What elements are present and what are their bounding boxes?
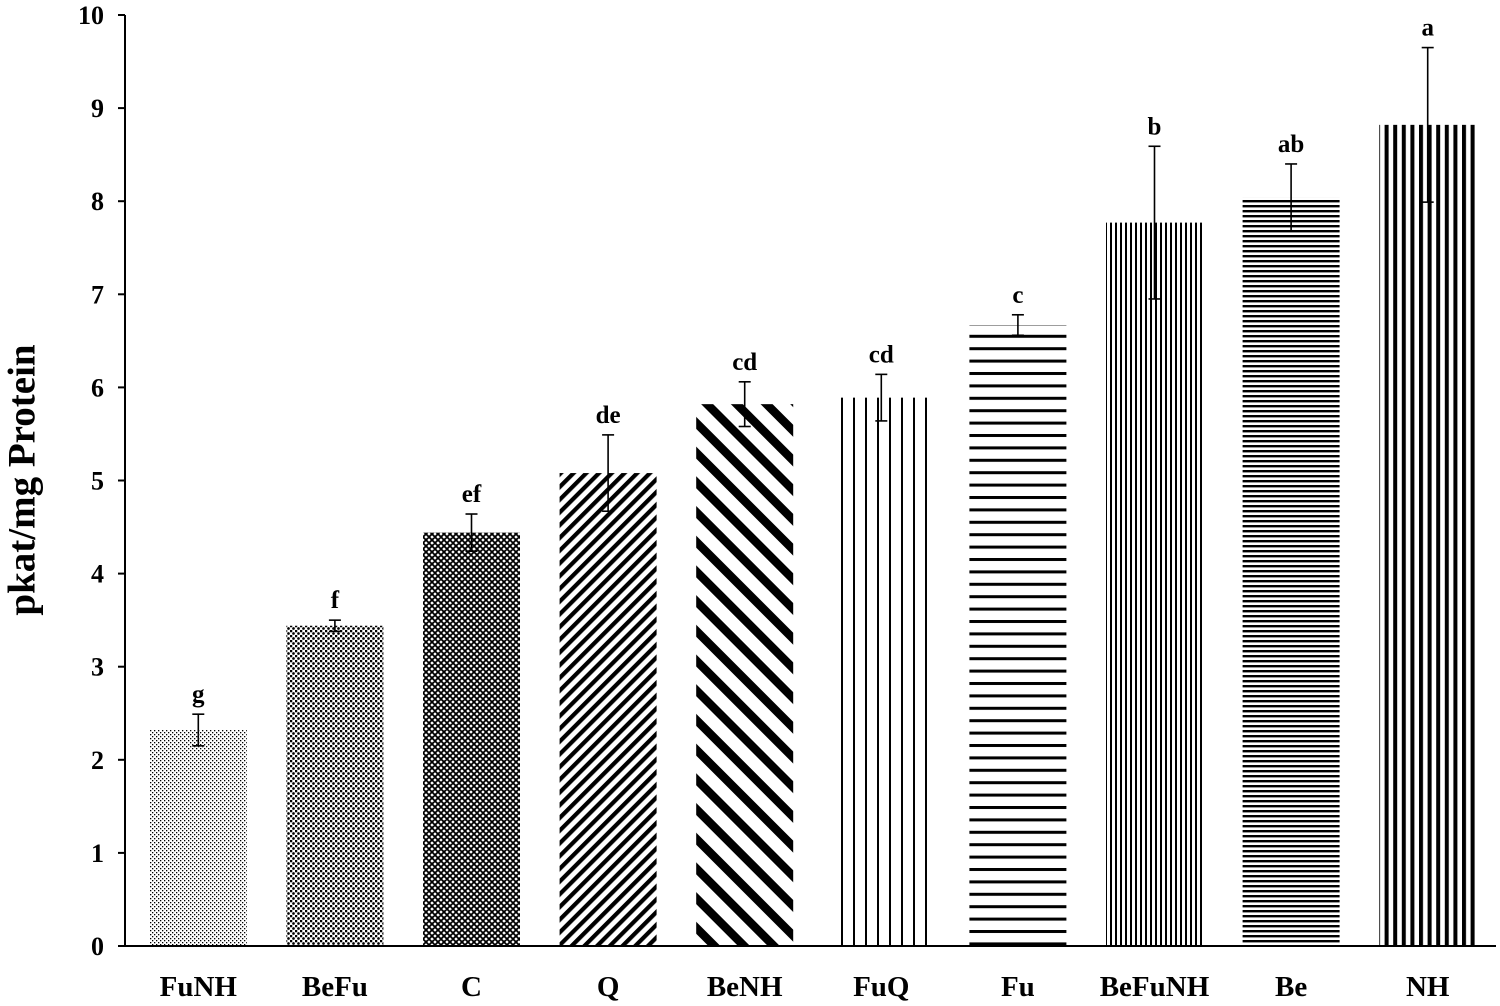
error-bar-be bbox=[1285, 163, 1298, 232]
bar-c bbox=[423, 532, 520, 946]
y-tick-label: 2 bbox=[91, 746, 104, 775]
error-bar-funh bbox=[192, 713, 205, 747]
bar-befunh bbox=[1106, 222, 1203, 946]
bar-q bbox=[559, 473, 657, 946]
error-bar-nh bbox=[1421, 46, 1434, 203]
y-tick-label: 4 bbox=[91, 560, 104, 589]
significance-letter-q: de bbox=[596, 402, 621, 429]
x-tick-label-fuq: FuQ bbox=[853, 971, 909, 1003]
error-bar-fu bbox=[1011, 313, 1024, 337]
bar-benh bbox=[696, 404, 794, 947]
x-tick-label-befu: BeFu bbox=[302, 971, 368, 1003]
significance-letter-be: ab bbox=[1278, 131, 1304, 158]
x-tick-label-fu: Fu bbox=[1001, 971, 1035, 1003]
bar-nh bbox=[1379, 124, 1477, 946]
bar-fuq bbox=[832, 397, 930, 946]
significance-letter-c: ef bbox=[462, 481, 482, 508]
error-bar-befu bbox=[328, 619, 341, 633]
x-tick-label-benh: BeNH bbox=[707, 971, 783, 1003]
y-tick-label: 8 bbox=[91, 187, 104, 216]
x-tick-label-nh: NH bbox=[1406, 971, 1450, 1003]
significance-letter-benh: cd bbox=[732, 349, 757, 376]
x-tick-label-be: Be bbox=[1275, 971, 1307, 1003]
y-axis-label: pkat/mg Protein bbox=[1, 344, 44, 616]
x-tick-label-c: C bbox=[461, 971, 482, 1003]
y-tick-label: 10 bbox=[78, 1, 104, 30]
y-tick-label: 0 bbox=[91, 932, 104, 961]
bar-funh bbox=[149, 730, 247, 946]
error-bar-befunh bbox=[1148, 145, 1161, 300]
significance-letter-nh: a bbox=[1421, 15, 1434, 42]
y-tick-label: 7 bbox=[91, 280, 104, 309]
y-tick-label: 5 bbox=[91, 467, 104, 496]
x-tick-label-q: Q bbox=[597, 971, 620, 1003]
error-bar-c bbox=[465, 513, 478, 553]
significance-letter-befunh: b bbox=[1148, 113, 1162, 140]
significance-letter-fuq: cd bbox=[869, 341, 894, 368]
error-bar-fuq bbox=[875, 373, 888, 422]
y-tick-label: 6 bbox=[91, 373, 104, 402]
axes-group bbox=[118, 14, 1496, 947]
y-tick-label: 1 bbox=[91, 839, 104, 868]
bar-fu bbox=[969, 325, 1067, 946]
significance-letter-fu: c bbox=[1012, 282, 1023, 309]
significance-letter-befu: f bbox=[331, 587, 340, 614]
error-bar-q bbox=[602, 434, 615, 513]
y-tick-label: 9 bbox=[91, 94, 104, 123]
error-bar-benh bbox=[738, 381, 751, 428]
bar-befu bbox=[286, 625, 384, 946]
x-tick-label-befunh: BeFuNH bbox=[1100, 971, 1210, 1003]
x-tick-label-funh: FuNH bbox=[160, 971, 238, 1003]
labels-group: 012345678910gFuNHfBeFuefCdeQcdBeNHcdFuQc… bbox=[78, 1, 1450, 1003]
bar-be bbox=[1242, 197, 1340, 946]
significance-letter-funh: g bbox=[192, 681, 205, 708]
error-bars-group bbox=[192, 46, 1434, 747]
bars-group bbox=[149, 124, 1477, 947]
y-tick-label: 3 bbox=[91, 653, 104, 682]
